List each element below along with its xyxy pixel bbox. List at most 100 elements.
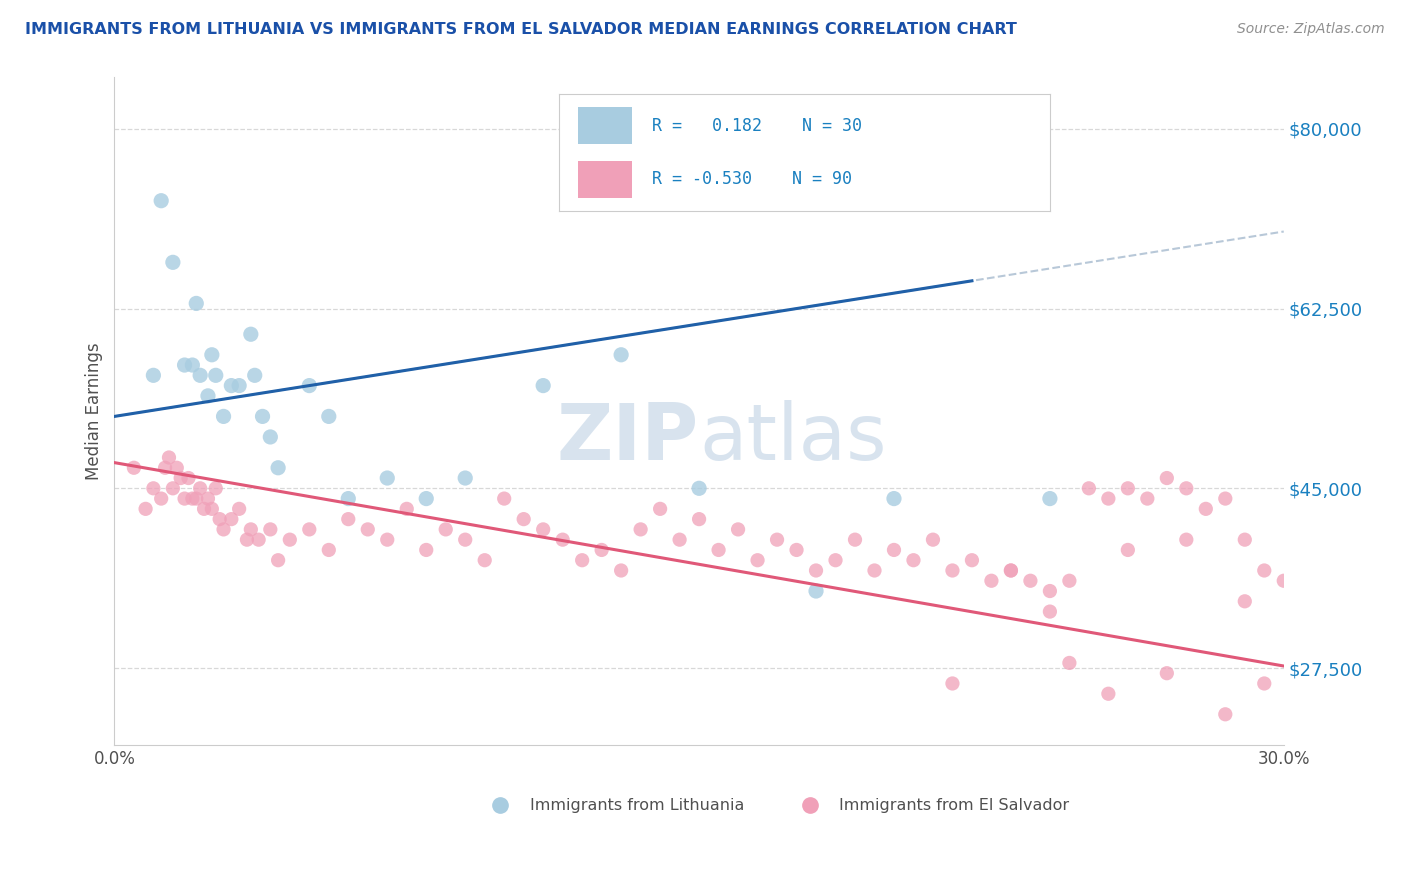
Text: Source: ZipAtlas.com: Source: ZipAtlas.com [1237, 22, 1385, 37]
Point [591, 543, 613, 558]
Point [1233, 533, 1256, 547]
Point [259, 522, 281, 536]
Point [204, 368, 226, 383]
Point [1039, 584, 1062, 599]
Point [1097, 687, 1119, 701]
Point [844, 533, 866, 547]
Point [668, 533, 690, 547]
Point [150, 491, 173, 506]
Text: Immigrants from Lithuania: Immigrants from Lithuania [530, 797, 744, 813]
Point [142, 368, 165, 383]
Point [1000, 564, 1022, 578]
Point [122, 460, 145, 475]
Point [201, 348, 224, 362]
Point [278, 533, 301, 547]
Point [688, 481, 710, 495]
Point [212, 522, 235, 536]
Point [454, 533, 477, 547]
Point [236, 533, 259, 547]
Point [1019, 574, 1042, 588]
Point [1156, 471, 1178, 485]
Point [135, 501, 157, 516]
Point [375, 533, 398, 547]
Point [193, 501, 215, 516]
Point [142, 481, 165, 495]
Point [766, 533, 789, 547]
Y-axis label: Median Earnings: Median Earnings [86, 343, 103, 480]
Point [1175, 533, 1198, 547]
Point [434, 522, 457, 536]
Point [259, 430, 281, 444]
Point [395, 501, 418, 516]
Point [239, 327, 262, 342]
Point [157, 450, 180, 465]
Point [337, 512, 360, 526]
Point [1253, 564, 1275, 578]
Point [804, 564, 827, 578]
Point [228, 501, 250, 516]
Point [204, 481, 226, 495]
Point [188, 368, 211, 383]
Point [188, 481, 211, 495]
Point [688, 512, 710, 526]
Text: atlas: atlas [699, 400, 887, 476]
Point [883, 543, 905, 558]
Point [1136, 491, 1159, 506]
Point [1116, 543, 1139, 558]
Point [173, 358, 195, 372]
Point [212, 409, 235, 424]
Point [197, 491, 219, 506]
Point [415, 543, 437, 558]
Point [571, 553, 593, 567]
Point [1195, 501, 1218, 516]
Point [824, 553, 846, 567]
Point [247, 533, 270, 547]
Point [1175, 481, 1198, 495]
Point [512, 512, 534, 526]
Point [201, 501, 224, 516]
Point [727, 522, 749, 536]
Point [252, 409, 274, 424]
Point [941, 564, 963, 578]
Point [221, 378, 243, 392]
Point [648, 501, 671, 516]
Point [883, 491, 905, 506]
Point [318, 543, 340, 558]
Point [980, 574, 1002, 588]
Point [357, 522, 380, 536]
Point [747, 553, 769, 567]
Point [221, 512, 243, 526]
Point [267, 553, 290, 567]
Point [454, 471, 477, 485]
Point [186, 296, 208, 310]
Point [337, 491, 360, 506]
Point [153, 460, 176, 475]
Point [941, 676, 963, 690]
Point [1253, 676, 1275, 690]
Point [415, 491, 437, 506]
Point [1077, 481, 1099, 495]
Point [1039, 605, 1062, 619]
Point [375, 471, 398, 485]
Text: IMMIGRANTS FROM LITHUANIA VS IMMIGRANTS FROM EL SALVADOR MEDIAN EARNINGS CORRELA: IMMIGRANTS FROM LITHUANIA VS IMMIGRANTS … [25, 22, 1017, 37]
Point [922, 533, 945, 547]
Point [267, 460, 290, 475]
Point [162, 481, 184, 495]
Point [298, 378, 321, 392]
Point [197, 389, 219, 403]
Point [228, 378, 250, 392]
Point [863, 564, 886, 578]
Point [1272, 574, 1295, 588]
Point [551, 533, 574, 547]
Point [531, 378, 554, 392]
Point [243, 368, 266, 383]
Point [960, 553, 983, 567]
Text: ZIP: ZIP [557, 400, 699, 476]
Point [531, 522, 554, 536]
Point [630, 522, 652, 536]
Point [186, 491, 208, 506]
Point [239, 522, 262, 536]
Point [1233, 594, 1256, 608]
Point [474, 553, 496, 567]
Point [903, 553, 925, 567]
